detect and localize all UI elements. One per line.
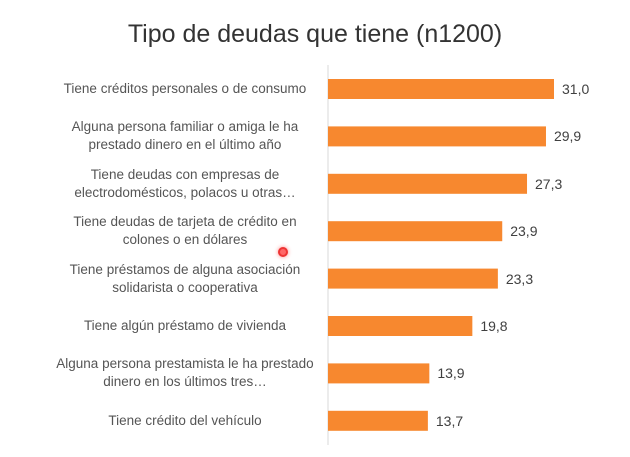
bar: [328, 221, 503, 242]
data-label: 29,9: [553, 128, 582, 145]
data-label: 13,7: [435, 412, 464, 429]
category-label: Tiene deudas con empresas de electrodomé…: [74, 166, 296, 200]
category-label: Tiene algún préstamo de vivienda: [83, 318, 287, 333]
data-label: 27,3: [535, 175, 563, 192]
category-label: Alguna persona familiar o amiga le ha pr…: [71, 119, 299, 153]
cursor-indicator: [278, 247, 288, 257]
category-label: Tiene créditos personales o de consumo: [63, 81, 307, 96]
data-label: 23,9: [510, 223, 538, 240]
bar: [328, 126, 546, 147]
category-label: Tiene préstamos de alguna asociación sol…: [69, 261, 301, 295]
bar: [328, 316, 473, 336]
category-label: Alguna persona prestamista le ha prestad…: [56, 356, 314, 390]
bar: [328, 410, 428, 431]
chart-title: Tipo de deudas que tiene (n1200): [127, 20, 503, 48]
data-label: 31,0: [562, 81, 590, 97]
bar: [328, 268, 498, 289]
data-label: 19,8: [480, 318, 508, 334]
data-label: 23,3: [505, 270, 534, 287]
category-label: Tiene crédito del vehículo: [108, 412, 262, 428]
bar: [328, 363, 430, 384]
bar: [328, 173, 528, 194]
data-label: 13,9: [437, 365, 465, 382]
category-label: Tiene deudas de tarjeta de crédito en co…: [73, 214, 297, 248]
bar: [328, 79, 554, 99]
